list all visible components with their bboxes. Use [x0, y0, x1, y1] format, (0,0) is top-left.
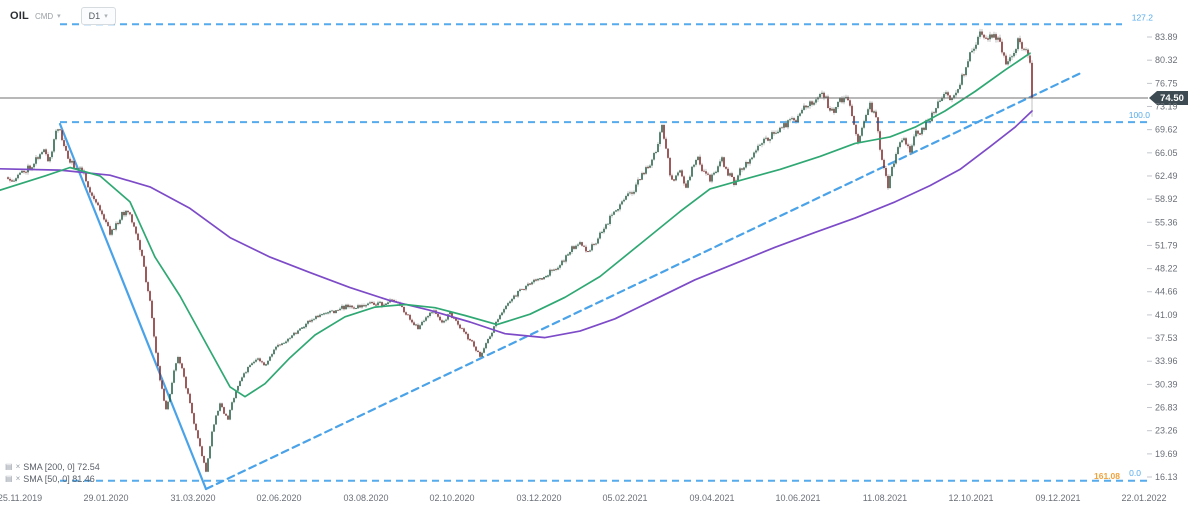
y-tick-label: 58.92: [1155, 194, 1178, 204]
instrument-header: OIL CMD ▾ D1 ▾: [10, 7, 116, 25]
indicator-row-sma200: ▤ × SMA [200, 0] 72.54: [5, 461, 100, 472]
y-tick-label: 33.96: [1155, 356, 1178, 366]
fib-level-labels: 127.2 100.0 0.0 161.08: [1094, 12, 1153, 481]
y-tick-label: 73.19: [1155, 101, 1178, 111]
fib-level-label: 127.2: [1132, 12, 1154, 22]
x-tick-label: 02.10.2020: [429, 493, 474, 503]
fib-level-label: 100.0: [1129, 110, 1151, 120]
current-price-badge: 74.50: [1149, 90, 1188, 105]
indicator-remove-icon[interactable]: ×: [15, 461, 21, 471]
price-badge-value: 74.50: [1160, 93, 1184, 104]
x-tick-label: 29.01.2020: [83, 493, 128, 503]
sma200-line[interactable]: [0, 110, 1033, 339]
x-tick-label: 11.08.2021: [863, 493, 907, 503]
indicator-remove-icon[interactable]: ×: [15, 473, 21, 483]
trendline-ascending[interactable]: [204, 70, 1085, 491]
timeframe-value: D1: [88, 11, 101, 21]
indicator-window-icon[interactable]: ▤: [5, 473, 13, 483]
x-tick-label: 12.10.2021: [948, 493, 993, 503]
x-tick-label: 03.12.2020: [516, 493, 561, 503]
chevron-down-icon[interactable]: ▾: [57, 13, 61, 20]
chevron-down-icon: ▾: [104, 13, 108, 20]
x-tick-label: 10.06.2021: [775, 493, 820, 503]
indicator-row-sma50: ▤ × SMA [50, 0] 81.46: [5, 473, 100, 484]
y-tick-label: 30.39: [1155, 379, 1178, 389]
y-tick-label: 62.49: [1155, 171, 1178, 181]
y-tick-label: 41.09: [1155, 310, 1178, 320]
price-badge-shape: [1149, 90, 1188, 105]
y-tick-label: 48.22: [1155, 264, 1178, 274]
x-tick-label: 03.08.2020: [343, 493, 388, 503]
x-tick-label: 09.12.2021: [1035, 493, 1080, 503]
indicator-label: SMA [200, 0] 72.54: [23, 461, 100, 472]
candle-wicks: [7, 28, 1033, 473]
x-tick-label: 05.02.2021: [602, 493, 647, 503]
x-tick-label: 25.11.2019: [0, 493, 42, 503]
y-tick-label: 51.79: [1155, 240, 1178, 250]
x-tick-label: 02.06.2020: [256, 493, 301, 503]
y-tick-label: 16.13: [1155, 472, 1178, 482]
instrument-market: CMD: [34, 11, 54, 21]
trendline-descending[interactable]: [58, 122, 208, 491]
trendlines: [58, 70, 1085, 491]
indicator-legend: ▤ × SMA [200, 0] 72.54 ▤ × SMA [50, 0] 8…: [5, 461, 100, 484]
fib-extension-label: 161.08: [1094, 471, 1120, 481]
instrument-symbol: OIL: [10, 10, 29, 22]
y-tick-label: 44.66: [1155, 287, 1178, 297]
y-tick-label: 83.89: [1155, 32, 1178, 42]
x-tick-label: 31.03.2020: [170, 493, 215, 503]
timeframe-dropdown[interactable]: D1 ▾: [80, 7, 116, 25]
y-tick-label: 55.36: [1155, 217, 1178, 227]
y-tick-label: 37.53: [1155, 333, 1178, 343]
y-tick-label: 76.75: [1155, 78, 1178, 88]
y-tick-label: 66.05: [1155, 148, 1178, 158]
sma50-line[interactable]: [0, 52, 1031, 398]
y-tick-label: 23.26: [1155, 426, 1178, 436]
x-tick-label: 22.01.2022: [1121, 493, 1166, 503]
fib-retracement-lines: [60, 23, 1150, 482]
y-tick-label: 80.32: [1155, 55, 1178, 65]
x-axis[interactable]: 25.11.2019 29.01.2020 31.03.2020 02.06.2020…: [0, 493, 1167, 503]
y-axis[interactable]: 83.89 80.32 76.75 73.19 69.62 66.05 62.49 58.92…: [1147, 32, 1178, 482]
x-tick-label: 09.04.2021: [689, 493, 734, 503]
indicator-label: SMA [50, 0] 81.46: [23, 473, 95, 484]
y-tick-label: 69.62: [1155, 125, 1178, 135]
candlesticks: [7, 28, 1033, 473]
fib-level-label: 0.0: [1129, 468, 1141, 478]
y-tick-label: 26.83: [1155, 403, 1178, 413]
indicator-window-icon[interactable]: ▤: [5, 461, 13, 471]
y-tick-label: 19.69: [1155, 449, 1178, 459]
